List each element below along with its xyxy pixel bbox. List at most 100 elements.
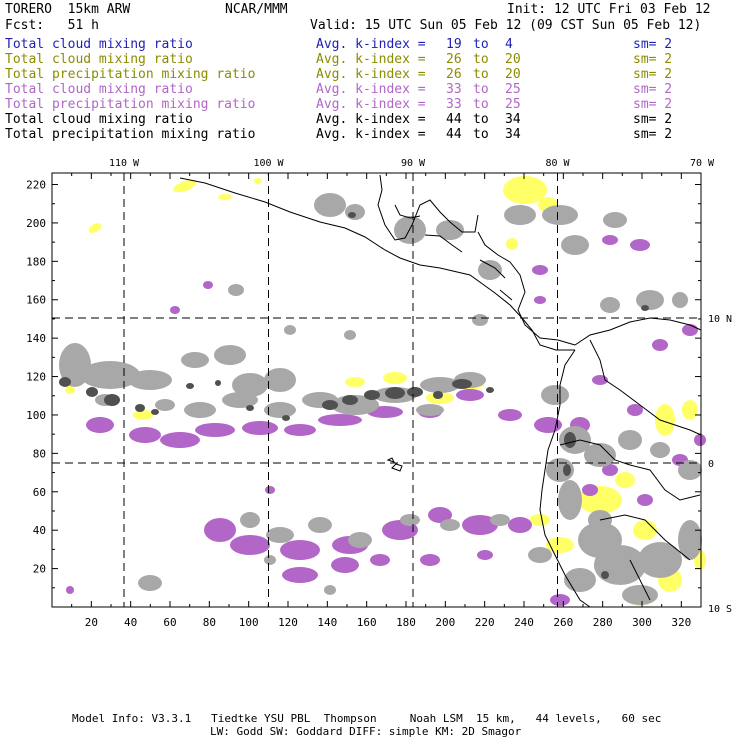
dark-core — [486, 387, 494, 393]
y-tick-label: 100 — [26, 409, 46, 422]
legend-sm: sm= 2 — [633, 82, 673, 97]
legend-to: to — [473, 52, 489, 67]
legend-field: Total precipitation mixing ratio — [5, 97, 256, 112]
legend-k-label: Avg. k-index = — [316, 127, 426, 142]
purple-patch — [230, 535, 270, 555]
dark-core — [641, 305, 649, 311]
legend-field: Total cloud mixing ratio — [5, 37, 193, 52]
gray-patch — [490, 514, 510, 526]
legend-to: to — [473, 97, 489, 112]
legend-k-from: 26 — [446, 52, 462, 67]
longitude-label: 70 W — [690, 158, 715, 169]
yellow-patch — [254, 178, 262, 184]
legend-field: Total precipitation mixing ratio — [5, 67, 256, 82]
gray-patch — [214, 345, 246, 365]
center-label: NCAR/MMM — [225, 2, 288, 17]
x-tick-label: 320 — [671, 616, 691, 629]
legend-k-label: Avg. k-index = — [316, 97, 426, 112]
yellow-patch — [503, 176, 547, 204]
gray-patch — [584, 443, 616, 467]
y-tick-label: 140 — [26, 332, 46, 345]
gray-patch — [504, 205, 536, 225]
purple-patch — [637, 494, 653, 506]
gray-patch — [618, 430, 642, 450]
x-tick-label: 200 — [435, 616, 455, 629]
coastline-segment — [394, 204, 421, 219]
gray-patch — [394, 216, 426, 244]
dark-core — [364, 390, 380, 400]
legend-field: Total cloud mixing ratio — [5, 82, 193, 97]
gray-patch — [264, 402, 296, 418]
y-tick-label: 220 — [26, 179, 46, 192]
yellow-patch — [65, 386, 75, 394]
gray-patch — [622, 585, 658, 605]
x-tick-label: 20 — [85, 616, 98, 629]
gray-patch — [416, 404, 444, 416]
gray-patch — [541, 385, 569, 405]
dark-core — [407, 387, 423, 397]
x-tick-label: 120 — [278, 616, 298, 629]
purple-patch — [160, 432, 200, 448]
x-tick-label: 260 — [553, 616, 573, 629]
x-tick-label: 180 — [396, 616, 416, 629]
purple-patch — [456, 389, 484, 401]
coastline-segment — [499, 289, 513, 301]
legend-field: Total cloud mixing ratio — [5, 112, 193, 127]
dark-core — [215, 380, 221, 386]
gray-patch — [603, 212, 627, 228]
latitude-label: 10 S — [708, 604, 732, 615]
coastline-segment — [599, 514, 691, 561]
x-tick-label: 80 — [203, 616, 216, 629]
dark-core — [246, 405, 254, 411]
gray-patch — [345, 204, 365, 220]
longitude-label: 100 W — [253, 158, 284, 169]
x-tick-label: 60 — [163, 616, 176, 629]
gray-patch — [564, 568, 596, 592]
y-tick-label: 20 — [33, 563, 46, 576]
y-tick-label: 120 — [26, 371, 46, 384]
y-tick-label: 80 — [33, 447, 46, 460]
gray-patch — [594, 545, 646, 585]
purple-patch — [428, 507, 452, 523]
purple-patch — [534, 296, 546, 304]
dark-core — [385, 387, 405, 399]
legend-k-from: 19 — [446, 37, 462, 52]
gray-patch — [678, 520, 702, 560]
gray-patch — [440, 519, 460, 531]
legend-k-to: 34 — [505, 112, 521, 127]
x-tick-label: 40 — [124, 616, 137, 629]
purple-patch — [370, 554, 390, 566]
gray-patch — [264, 555, 276, 565]
x-tick-label: 280 — [593, 616, 613, 629]
model-title: TORERO 15km ARW — [5, 2, 131, 17]
purple-patch — [86, 417, 114, 433]
coastline-segment — [479, 259, 506, 279]
gray-patch — [348, 532, 372, 548]
purple-patch — [195, 423, 235, 437]
purple-patch — [331, 557, 359, 573]
gray-patch — [128, 370, 172, 390]
gray-patch — [284, 325, 296, 335]
gray-patch — [650, 442, 670, 458]
gray-patch — [266, 527, 294, 543]
gray-patch — [308, 517, 332, 533]
dark-core — [433, 391, 443, 399]
cloud-fields — [59, 176, 706, 606]
dark-core — [348, 212, 356, 218]
purple-patch — [204, 518, 236, 542]
gray-patch — [436, 220, 464, 240]
legend-k-from: 33 — [446, 97, 462, 112]
yellow-patch — [383, 372, 407, 384]
dark-core — [564, 432, 576, 448]
legend-k-from: 44 — [446, 127, 462, 142]
coastline-segment — [377, 174, 479, 241]
purple-patch — [550, 594, 570, 606]
model-info: Model Info: V3.3.1 Tiedtke YSU PBL Thomp… — [72, 712, 662, 725]
y-tick-label: 60 — [33, 486, 46, 499]
purple-patch — [265, 486, 275, 494]
purple-patch — [498, 409, 522, 421]
dark-core — [342, 395, 358, 405]
coastline-segment — [589, 339, 641, 406]
purple-patch — [582, 484, 598, 496]
x-tick-label: 240 — [514, 616, 534, 629]
